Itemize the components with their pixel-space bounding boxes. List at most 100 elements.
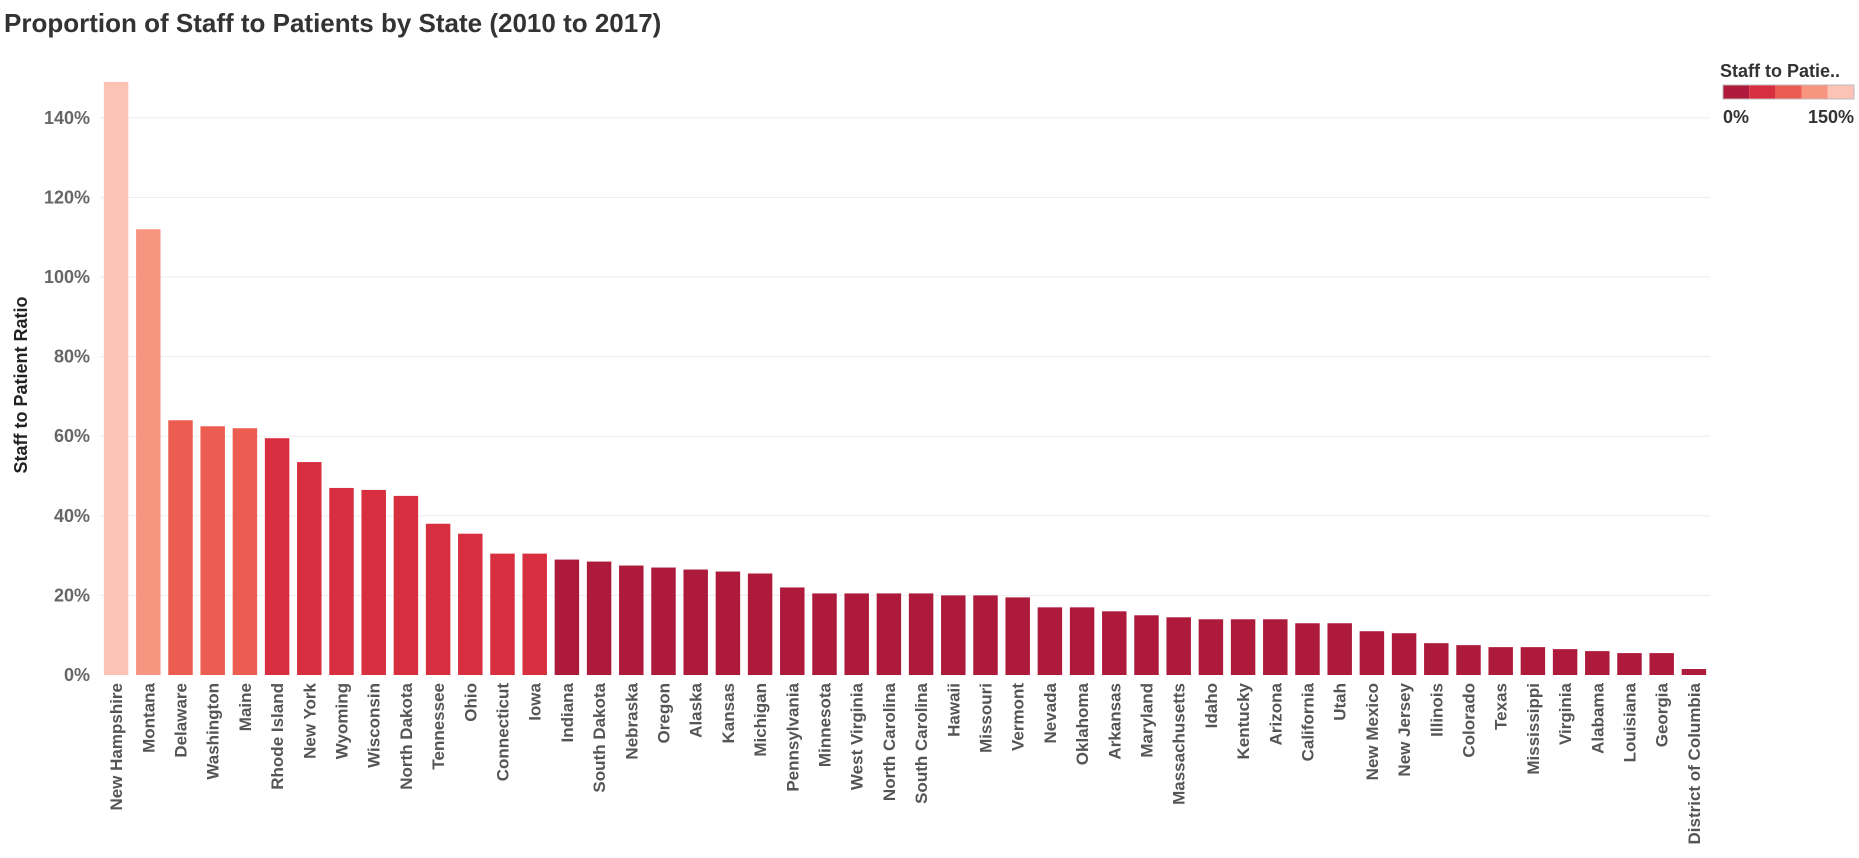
x-tick-label: North Dakota (397, 682, 416, 789)
x-tick-label: Connecticut (494, 683, 513, 782)
bar-georgia[interactable] (1649, 653, 1674, 675)
y-tick-label: 140% (44, 108, 90, 128)
bar-missouri[interactable] (973, 595, 998, 675)
x-tick-label: North Carolina (880, 682, 899, 801)
bar-rhode-island[interactable] (264, 438, 290, 675)
bar-arizona[interactable] (1263, 619, 1288, 675)
x-tick-label: Maryland (1138, 683, 1157, 758)
bar-virginia[interactable] (1552, 649, 1578, 675)
bar-maryland[interactable] (1134, 615, 1159, 675)
bar-tennessee[interactable] (425, 523, 451, 675)
bar-illinois[interactable] (1424, 643, 1449, 675)
bar-texas[interactable] (1488, 647, 1513, 675)
x-tick-label: Delaware (172, 683, 191, 758)
bar-minnesota[interactable] (812, 593, 837, 675)
bar-nebraska[interactable] (619, 565, 644, 675)
bar-idaho[interactable] (1198, 619, 1224, 675)
x-tick-label: Wisconsin (365, 683, 384, 768)
legend-min-label: 0% (1723, 107, 1749, 127)
bar-wisconsin[interactable] (361, 489, 386, 675)
legend-swatch (1775, 85, 1802, 99)
y-axis-title: Staff to Patient Ratio (11, 296, 31, 473)
legend-color-ramp (1722, 84, 1855, 100)
x-tick-label: District of Columbia (1685, 682, 1704, 844)
bar-arkansas[interactable] (1102, 611, 1127, 675)
bar-colorado[interactable] (1456, 645, 1481, 675)
bar-delaware[interactable] (168, 420, 193, 675)
bar-wyoming[interactable] (329, 487, 354, 675)
bar-nevada[interactable] (1037, 607, 1063, 675)
x-tick-label: Arkansas (1105, 683, 1124, 760)
x-tick-label: Alabama (1588, 682, 1607, 753)
bar-pennsylvania[interactable] (780, 587, 805, 675)
bar-mississippi[interactable] (1520, 647, 1546, 675)
x-tick-label: Utah (1331, 683, 1350, 721)
x-tick-label: Wyoming (333, 683, 352, 759)
bar-alabama[interactable] (1585, 651, 1610, 675)
bar-west-virginia[interactable] (844, 593, 869, 675)
bar-ohio[interactable] (458, 533, 483, 675)
legend-swatch (1801, 85, 1828, 99)
bar-connecticut[interactable] (490, 553, 515, 675)
x-tick-label: Idaho (1202, 683, 1221, 728)
bar-new-jersey[interactable] (1391, 633, 1417, 675)
bar-kentucky[interactable] (1230, 619, 1256, 675)
bar-new-hampshire[interactable] (103, 81, 129, 676)
bar-maine[interactable] (232, 428, 258, 675)
x-tick-label: South Dakota (590, 682, 609, 792)
bar-new-mexico[interactable] (1359, 631, 1385, 675)
bar-louisiana[interactable] (1617, 653, 1642, 675)
bar-california[interactable] (1295, 623, 1320, 675)
x-tick-label: Washington (204, 683, 223, 780)
x-tick-label: Pennsylvania (783, 682, 802, 791)
y-axis-ticks: 0% 20% 40% 60% 80% 100% 120% 140% (44, 108, 90, 685)
bar-south-carolina[interactable] (908, 593, 934, 675)
bar-utah[interactable] (1327, 623, 1352, 675)
x-tick-label: Rhode Island (268, 683, 287, 790)
bar-new-york[interactable] (297, 462, 322, 675)
bar-indiana[interactable] (554, 559, 580, 675)
x-tick-label: Hawaii (944, 683, 963, 737)
bar-north-carolina[interactable] (876, 593, 902, 675)
legend-swatch (1827, 85, 1854, 99)
x-tick-label: Kentucky (1234, 682, 1253, 759)
bar-oklahoma[interactable] (1069, 607, 1095, 675)
bar-iowa[interactable] (522, 553, 547, 675)
bar-district-of-columbia[interactable] (1681, 669, 1707, 675)
bar-kansas[interactable] (715, 571, 741, 675)
bar-michigan[interactable] (747, 573, 773, 675)
bar-north-dakota[interactable] (393, 495, 419, 675)
x-tick-label: Illinois (1427, 683, 1446, 737)
y-tick-label: 20% (54, 585, 90, 605)
bar-montana[interactable] (136, 229, 161, 676)
bar-hawaii[interactable] (941, 595, 966, 675)
x-tick-label: Missouri (977, 683, 996, 753)
y-tick-label: 80% (54, 347, 90, 367)
x-tick-label: West Virginia (848, 682, 867, 790)
bar-oregon[interactable] (651, 567, 676, 675)
x-tick-label: New Mexico (1363, 683, 1382, 780)
x-tick-label: Nevada (1041, 682, 1060, 743)
x-tick-label: Tennessee (429, 683, 448, 770)
x-tick-label: New Jersey (1395, 682, 1414, 776)
x-tick-label: South Carolina (912, 682, 931, 803)
x-tick-label: Indiana (558, 682, 577, 742)
x-tick-label: Mississippi (1524, 683, 1543, 775)
legend-swatch (1723, 85, 1750, 99)
x-tick-label: Michigan (751, 683, 770, 757)
x-tick-label: Nebraska (622, 682, 641, 759)
bar-vermont[interactable] (1005, 597, 1030, 675)
bar-massachusetts[interactable] (1166, 617, 1191, 675)
bar-south-dakota[interactable] (586, 561, 612, 675)
x-tick-label: Maine (236, 683, 255, 731)
color-legend: Staff to Patie.. 0% 150% (1720, 61, 1855, 127)
x-axis-labels: New Hampshire Montana Delaware Washington Ma… (107, 682, 1704, 844)
x-tick-label: Kansas (719, 683, 738, 743)
legend-title: Staff to Patie.. (1720, 61, 1840, 81)
chart-title: Proportion of Staff to Patients by State… (4, 8, 662, 38)
legend-max-label: 150% (1808, 107, 1854, 127)
bar-washington[interactable] (200, 426, 225, 675)
x-tick-label: Vermont (1009, 683, 1028, 751)
bar-alaska[interactable] (683, 569, 708, 675)
